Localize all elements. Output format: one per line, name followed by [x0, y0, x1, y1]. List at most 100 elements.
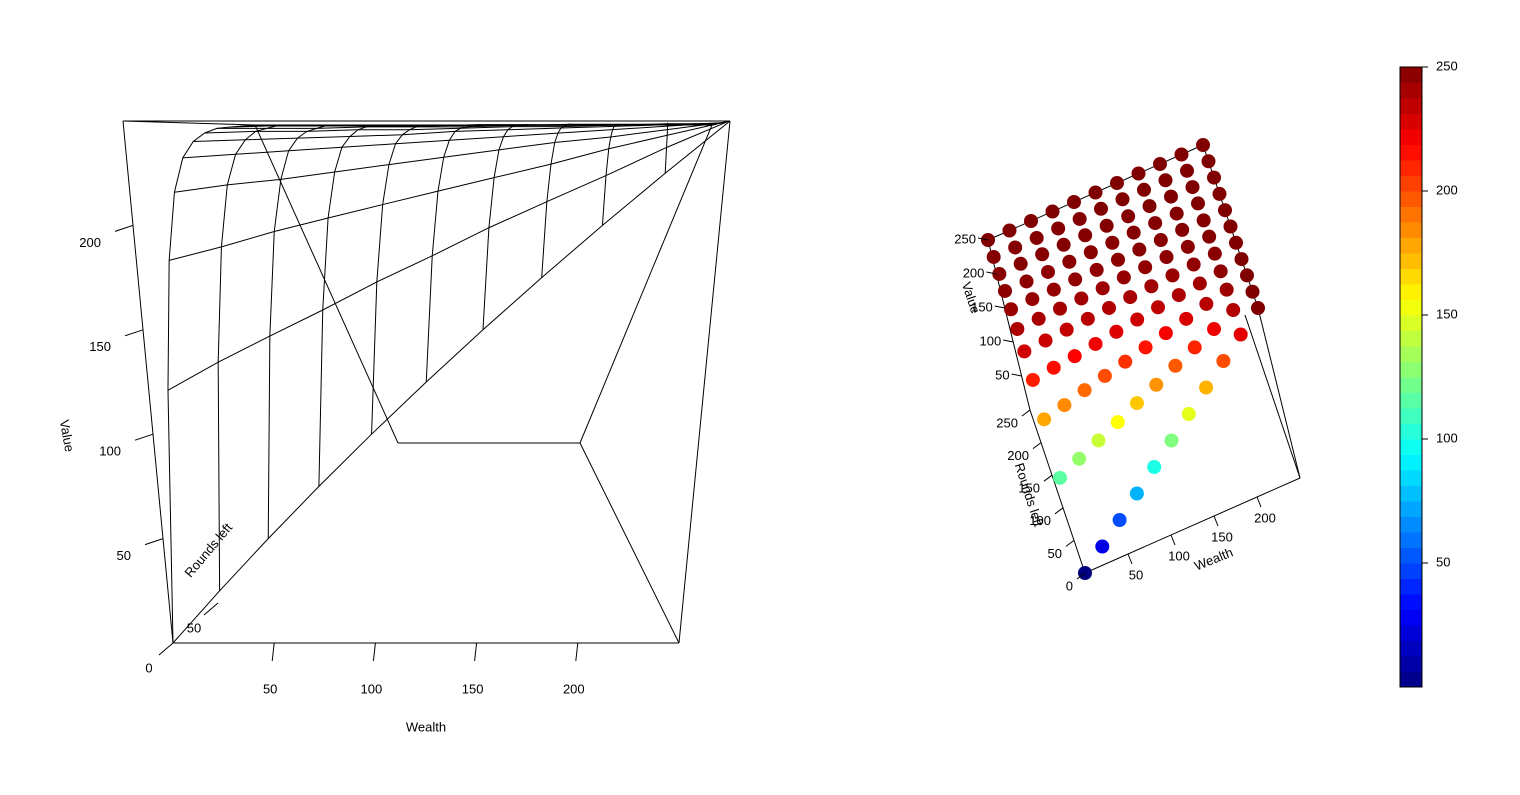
y-tick-label: 100	[1029, 513, 1051, 528]
scatter-point	[1251, 301, 1265, 315]
z-tick-label: 200	[79, 235, 101, 250]
surface-line	[267, 124, 347, 539]
box-edge	[1084, 477, 1301, 574]
z-tick	[994, 305, 1005, 309]
scatter-point	[1213, 264, 1228, 279]
scatter-point	[1207, 322, 1222, 337]
scatter-point	[1031, 311, 1046, 326]
colorbar-tick-label: 250	[1436, 58, 1458, 73]
scatter-point	[1123, 290, 1138, 305]
scatter-point	[1013, 256, 1028, 271]
scatter-point	[1153, 157, 1167, 171]
scatter-point	[1116, 270, 1131, 285]
surface-line	[601, 123, 621, 226]
scatter-point	[1057, 398, 1072, 413]
scatter-point	[1053, 301, 1068, 316]
y-tick-label: 50	[1048, 546, 1062, 561]
colorbar-step	[1400, 485, 1422, 502]
scatter-point	[1083, 245, 1098, 260]
scatter-point	[1110, 415, 1125, 430]
scatter-point	[1129, 486, 1144, 501]
x-tick	[474, 642, 478, 662]
colorbar-step	[1400, 160, 1422, 176]
colorbar-step	[1400, 547, 1422, 564]
z-tick-label: 100	[979, 333, 1001, 348]
scatter-point	[1218, 203, 1232, 218]
scatter-point	[1169, 206, 1184, 221]
scatter-point	[1053, 470, 1068, 485]
scatter-point	[1229, 235, 1243, 250]
colorbar-frame	[1399, 66, 1423, 688]
scatter-point	[1019, 274, 1034, 289]
y-tick-label: 0	[145, 660, 152, 675]
scatter-point	[1102, 300, 1117, 315]
z-axis-label: Value	[959, 280, 983, 315]
x-axis-label: Wealth	[406, 719, 446, 734]
colorbar-step	[1400, 284, 1422, 300]
scatter-point	[1148, 216, 1163, 231]
scatter-point	[1175, 222, 1190, 237]
y-tick-label: 0	[1066, 578, 1073, 593]
colorbar-step	[1400, 191, 1422, 207]
z-tick	[144, 538, 164, 546]
colorbar-step	[1400, 532, 1422, 548]
surface-line	[711, 120, 731, 126]
surface-line	[167, 124, 256, 644]
scatter-point	[992, 266, 1007, 281]
scatter-point	[1004, 302, 1019, 317]
scatter-point	[1109, 324, 1124, 339]
scatter-point	[1017, 344, 1032, 359]
y-tick	[1043, 474, 1053, 482]
scatter-point	[1045, 204, 1060, 219]
y-tick	[1021, 409, 1031, 417]
scatter-point	[1233, 327, 1248, 342]
box-edge	[678, 120, 731, 644]
scatter-point	[1089, 262, 1104, 277]
z-tick-label: 200	[963, 265, 985, 280]
colorbar-step	[1400, 268, 1422, 285]
scatter-point	[1240, 268, 1254, 283]
colorbar-step	[1400, 609, 1422, 626]
colorbar-step	[1400, 470, 1422, 486]
colorbar-tick-label: 50	[1436, 554, 1450, 569]
scatter-point	[1132, 242, 1147, 257]
scatter-point	[1074, 291, 1089, 306]
scatter-point	[1196, 213, 1211, 228]
scatter-point	[1191, 196, 1205, 211]
scatter-point	[1185, 180, 1200, 195]
box-edge	[1257, 307, 1301, 479]
scatter-point	[1024, 214, 1038, 228]
colorbar-tick-label: 100	[1436, 430, 1458, 445]
surface-line	[169, 121, 727, 261]
surface-line	[318, 124, 393, 487]
scatter-point	[1186, 257, 1201, 272]
colorbar-step	[1400, 113, 1422, 130]
scatter-point	[1138, 260, 1153, 275]
y-tick	[1032, 442, 1042, 450]
colorbar-step	[1400, 222, 1422, 238]
scatter-point	[1051, 221, 1066, 236]
scatter-point	[1046, 360, 1061, 375]
z-tick	[1011, 373, 1022, 377]
colorbar-step	[1400, 625, 1422, 641]
scatter-point	[1153, 233, 1168, 248]
scatter-point	[1067, 195, 1081, 209]
scatter-point	[1192, 276, 1207, 291]
scatter-point	[1088, 336, 1103, 351]
scatter-point	[1131, 166, 1146, 181]
scatter-point	[1138, 340, 1153, 355]
x-tick	[1256, 496, 1262, 508]
scatter-point	[986, 249, 1001, 264]
scatter-point	[1077, 383, 1092, 398]
colorbar-step	[1400, 501, 1422, 517]
scatter-point	[1158, 326, 1173, 341]
x-tick-label: 200	[1254, 510, 1276, 525]
colorbar-step	[1400, 392, 1422, 409]
z-tick	[977, 237, 989, 241]
scatter-point	[1164, 433, 1179, 448]
box-edge	[987, 239, 1031, 411]
y-axis-label: Rounds left	[181, 520, 235, 580]
colorbar-step	[1400, 299, 1422, 316]
colorbar-step	[1400, 361, 1422, 378]
colorbar-step	[1400, 315, 1422, 331]
